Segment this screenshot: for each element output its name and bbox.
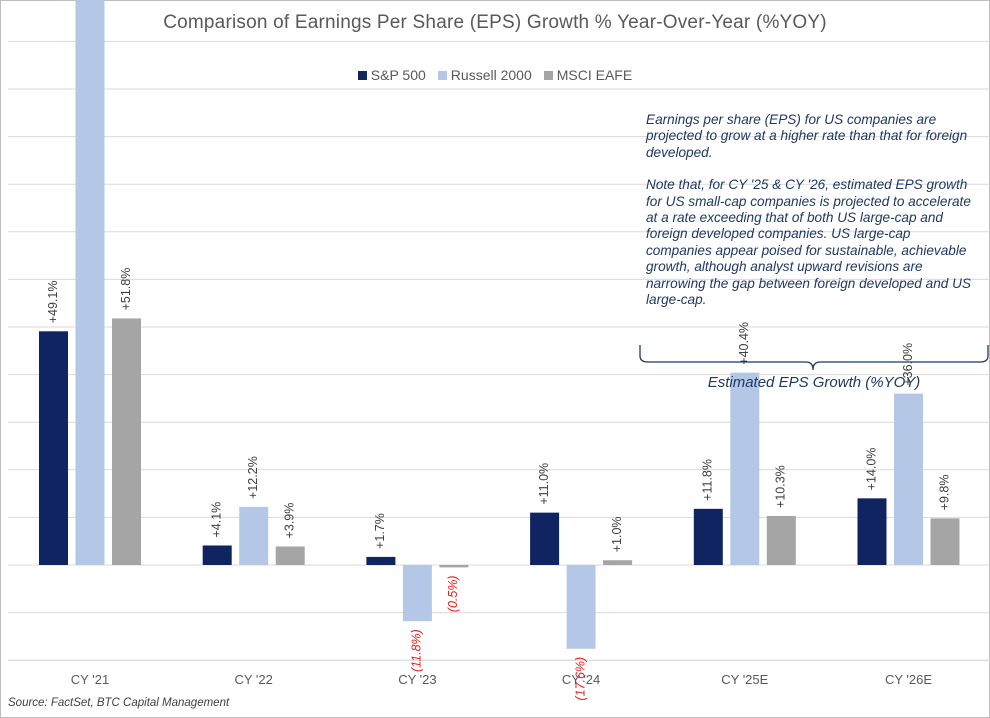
- bar: [894, 393, 923, 565]
- data-label: +36.0%: [901, 343, 915, 386]
- annotation-paragraph-2: Note that, for CY '25 & CY '26, estimate…: [646, 177, 971, 308]
- data-label: +4.1%: [209, 502, 223, 538]
- data-label: +51.8%: [119, 268, 133, 311]
- bar: [857, 498, 887, 565]
- bar: [112, 318, 141, 565]
- category-label: CY '25E: [721, 672, 768, 687]
- data-label: (11.8%): [410, 629, 424, 672]
- source-note: Source: FactSet, BTC Capital Management: [8, 697, 230, 709]
- bar: [530, 512, 560, 565]
- bar: [39, 331, 68, 565]
- data-label: (0.5%): [446, 575, 460, 612]
- legend-swatch-russell2000: [437, 70, 447, 80]
- annotation-text: Earnings per share (EPS) for US companie…: [646, 112, 976, 308]
- category-label: CY '21: [71, 672, 109, 687]
- category-label: CY '24: [562, 672, 600, 687]
- data-label: +11.8%: [701, 459, 715, 501]
- bar: [766, 515, 796, 565]
- legend: S&P 500 Russell 2000 MSCI EAFE: [0, 67, 990, 83]
- data-label: +1.7%: [373, 513, 387, 549]
- data-label: +10.3%: [774, 465, 788, 508]
- legend-item-russell2000: Russell 2000: [437, 67, 532, 83]
- legend-swatch-msci-eafe: [543, 70, 553, 80]
- data-label: +12.2%: [246, 456, 260, 499]
- bar: [75, 0, 105, 566]
- bar: [202, 545, 232, 565]
- bar: [930, 518, 960, 565]
- data-label: +40.4%: [737, 322, 751, 365]
- bar: [730, 372, 760, 565]
- category-label: CY '22: [235, 672, 273, 687]
- legend-item-msci-eafe: MSCI EAFE: [543, 67, 633, 83]
- bar: [439, 565, 469, 568]
- annotation-paragraph-1: Earnings per share (EPS) for US companie…: [646, 112, 968, 160]
- data-label: +11.0%: [537, 463, 551, 505]
- data-label: (17.6%): [573, 657, 587, 701]
- category-label: CY '23: [398, 672, 436, 687]
- data-label: +9.8%: [937, 475, 951, 511]
- brace-icon: [639, 345, 989, 371]
- legend-label-sp500: S&P 500: [370, 67, 426, 83]
- legend-label-msci-eafe: MSCI EAFE: [556, 67, 633, 83]
- data-label: +1.0%: [610, 516, 624, 552]
- bar: [239, 506, 269, 565]
- brace-label: Estimated EPS Growth (%YOY): [707, 374, 921, 391]
- data-label: +3.9%: [282, 503, 296, 539]
- legend-label-russell2000: Russell 2000: [450, 67, 532, 83]
- bar: [566, 565, 596, 649]
- data-label: +14.0%: [864, 448, 878, 491]
- legend-item-sp500: S&P 500: [357, 67, 426, 83]
- data-label: +49.1%: [46, 281, 60, 324]
- bar: [402, 565, 432, 622]
- bar: [275, 546, 305, 565]
- bar: [693, 508, 723, 565]
- chart-title: Comparison of Earnings Per Share (EPS) G…: [163, 12, 827, 33]
- legend-swatch-sp500: [357, 70, 367, 80]
- bar: [603, 560, 633, 565]
- category-label: CY '26E: [885, 672, 932, 687]
- bar: [366, 556, 396, 565]
